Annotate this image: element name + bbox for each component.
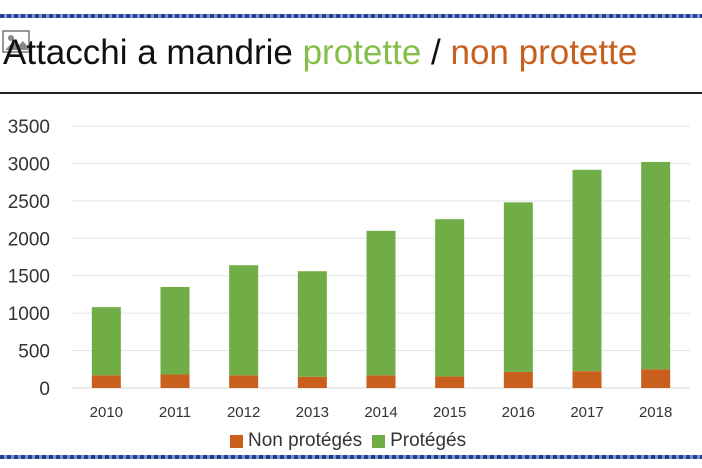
bar-non-protected (572, 371, 602, 388)
bar-protected (366, 230, 396, 376)
legend: Non protégés Protégés (230, 430, 476, 452)
legend-label-non-protected: Non protégés (248, 430, 363, 451)
x-tick-label: 2014 (364, 404, 397, 421)
x-axis-tick-labels: 2010 2011 2012 2013 2014 2015 2016 2017 2018 (90, 404, 673, 421)
x-tick-label: 2015 (433, 404, 466, 421)
legend-swatch-non-protected (230, 434, 243, 448)
y-tick-label: 3000 (8, 154, 50, 175)
bar-non-protected (435, 376, 465, 388)
title-underline (0, 92, 702, 94)
x-tick-label: 2016 (502, 404, 535, 421)
bar-protected (160, 286, 190, 375)
y-tick-label: 1000 (8, 304, 50, 325)
chart-title: Attacchi a mandrie protette / non protet… (3, 31, 637, 75)
title-part-separator: / (421, 33, 451, 72)
bar-non-protected (297, 376, 327, 388)
x-tick-label: 2010 (90, 404, 123, 421)
bottom-dotted-border (0, 455, 702, 459)
bar-non-protected (229, 375, 259, 388)
bar-protected (641, 161, 671, 370)
bar-protected (229, 265, 259, 376)
y-axis-tick-labels: 0 500 1000 1500 2000 2500 3000 3500 (8, 117, 50, 400)
bar-protected (435, 219, 465, 377)
legend-label-protected: Protégés (390, 430, 467, 451)
x-tick-label: 2012 (227, 404, 260, 421)
bar-non-protected (503, 371, 533, 388)
x-tick-label: 2013 (296, 404, 329, 421)
x-tick-label: 2011 (159, 404, 191, 421)
y-tick-label: 500 (18, 342, 50, 363)
broken-image-icon (2, 30, 30, 53)
y-tick-label: 2500 (8, 192, 50, 213)
bar-layer (91, 161, 671, 388)
bar-protected (297, 271, 327, 377)
x-tick-label: 2018 (639, 404, 672, 421)
legend-item-protected: Protégés (372, 430, 466, 452)
top-dotted-border (0, 14, 702, 18)
bar-non-protected (366, 375, 396, 388)
bar-protected (572, 169, 602, 372)
legend-swatch-protected (372, 434, 386, 448)
bar-non-protected (641, 369, 671, 388)
title-part-protected: protette (302, 33, 422, 72)
title-part-non-protected: non protette (450, 33, 638, 72)
bar-non-protected (160, 374, 190, 388)
bar-protected (91, 307, 121, 376)
y-tick-label: 0 (39, 379, 50, 400)
bar-protected (503, 202, 533, 372)
y-tick-label: 3500 (8, 117, 50, 138)
y-tick-label: 2000 (8, 229, 50, 250)
y-tick-label: 1500 (8, 267, 50, 288)
legend-item-non-protected: Non protégés (230, 430, 362, 452)
x-tick-label: 2017 (570, 404, 603, 421)
title-part-main: Attacchi a mandrie (3, 33, 303, 72)
bar-non-protected (91, 375, 121, 388)
